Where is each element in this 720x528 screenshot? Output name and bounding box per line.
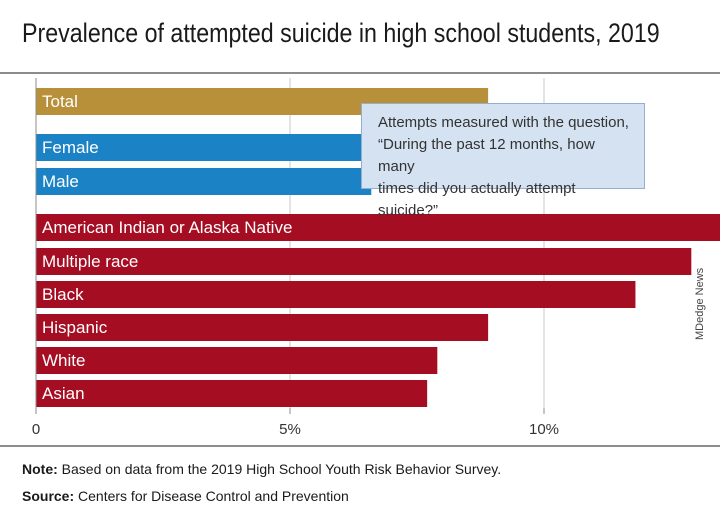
- bar-label: White: [42, 351, 85, 370]
- title-divider: [0, 72, 720, 74]
- chart-title: Prevalence of attempted suicide in high …: [22, 18, 660, 48]
- bar-multiple-race: [36, 248, 692, 275]
- x-tick-label: 10%: [529, 421, 559, 438]
- bar-label: Female: [42, 138, 99, 157]
- watermark: MDedge News: [694, 267, 706, 340]
- source-text: Centers for Disease Control and Preventi…: [78, 488, 349, 504]
- bar-male: [36, 168, 372, 195]
- bar-label: Hispanic: [42, 318, 108, 337]
- source-footnote: Source: Centers for Disease Control and …: [22, 488, 349, 504]
- note-footnote: Note: Based on data from the 2019 High S…: [22, 461, 501, 477]
- annotation-box: Attempts measured with the question, “Du…: [361, 103, 645, 219]
- bar-chart: Total Female Male American Indian or Alaska…: [32, 78, 720, 438]
- x-tick-label: 0: [32, 421, 40, 438]
- x-tick-label: 5%: [279, 421, 301, 438]
- bar-label: American Indian or Alaska Native: [42, 218, 292, 237]
- bar-label: Black: [42, 285, 84, 304]
- bar-black: [36, 281, 636, 308]
- source-label: Source:: [22, 488, 75, 504]
- bar-asian: [36, 380, 428, 407]
- annotation-line-1: Attempts measured with the question,: [378, 114, 629, 131]
- bar-label: Male: [42, 172, 79, 191]
- bar-white: [36, 347, 438, 374]
- footer-divider: [0, 445, 720, 447]
- note-text: Based on data from the 2019 High School …: [61, 461, 502, 477]
- note-label: Note:: [22, 461, 58, 477]
- bar-label: Multiple race: [42, 252, 138, 271]
- bar-hispanic: [36, 314, 489, 341]
- bar-label: Asian: [42, 384, 85, 403]
- bar-label: Total: [42, 92, 78, 111]
- annotation-line-3: times did you actually attempt suicide?”: [378, 180, 576, 219]
- bar-american-indian-or-alaska-native: [36, 214, 720, 241]
- annotation-line-2: “During the past 12 months, how many: [378, 136, 595, 175]
